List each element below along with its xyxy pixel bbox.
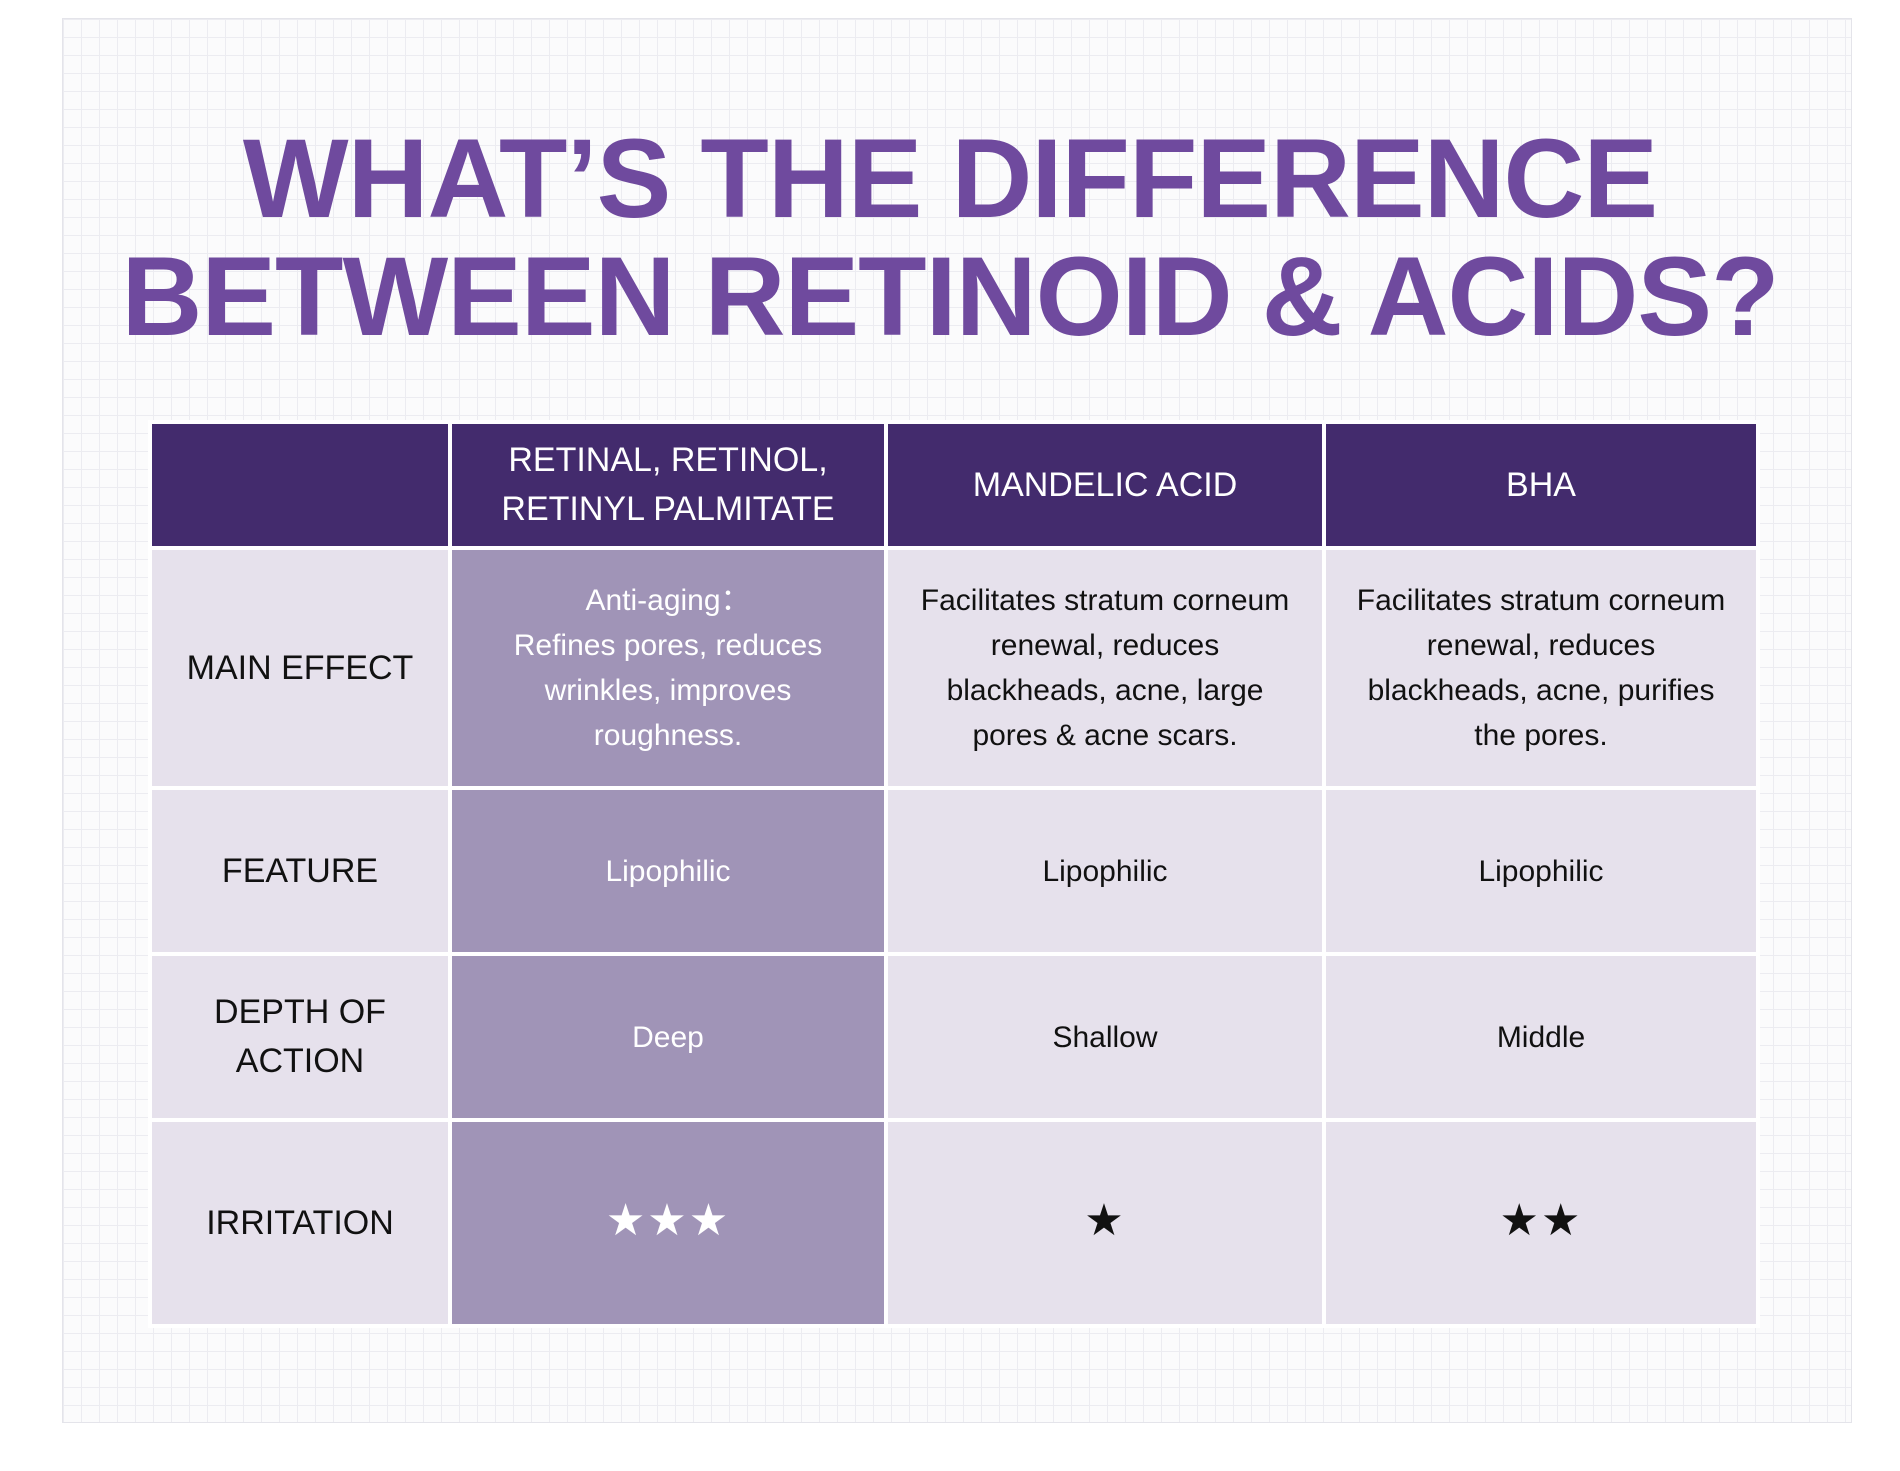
table-row-depth: DEPTH OF ACTION Deep Shallow Middle [148, 952, 1760, 1122]
row-label-depth-of-action: DEPTH OF ACTION [148, 952, 452, 1122]
cell-retinoid-depth: Deep [448, 952, 888, 1122]
header-mandelic-acid: MANDELIC ACID [884, 420, 1326, 550]
table-row-main-effect: MAIN EFFECT Anti-aging： Refines pores, r… [148, 546, 1760, 790]
cell-bha-main-effect: Facilitates stratum corneum renewal, red… [1322, 546, 1760, 790]
cell-bha-irritation: ★★ [1322, 1118, 1760, 1328]
title-line-2: BETWEEN RETINOID & ACIDS? [121, 234, 1779, 359]
cell-mandelic-feature: Lipophilic [884, 786, 1326, 956]
row-label-main-effect: MAIN EFFECT [148, 546, 452, 790]
star-rating-icon: ★ [1084, 1196, 1126, 1245]
cell-bha-feature: Lipophilic [1322, 786, 1760, 956]
cell-retinoid-feature: Lipophilic [448, 786, 888, 956]
title-line-1: WHAT’S THE DIFFERENCE [242, 116, 1658, 241]
table-header-row: RETINAL, RETINOL, RETINYL PALMITATE MAND… [148, 420, 1760, 550]
cell-bha-depth: Middle [1322, 952, 1760, 1122]
header-bha: BHA [1322, 420, 1760, 550]
cell-mandelic-depth: Shallow [884, 952, 1326, 1122]
star-rating-icon: ★★ [1499, 1196, 1583, 1245]
row-label-irritation: IRRITATION [148, 1118, 452, 1328]
row-label-feature: FEATURE [148, 786, 452, 956]
page-title: WHAT’S THE DIFFERENCE BETWEEN RETINOID &… [0, 120, 1900, 356]
header-retinoid: RETINAL, RETINOL, RETINYL PALMITATE [448, 420, 888, 550]
table-row-feature: FEATURE Lipophilic Lipophilic Lipophilic [148, 786, 1760, 956]
star-rating-icon: ★★★ [605, 1196, 731, 1245]
cell-mandelic-irritation: ★ [884, 1118, 1326, 1328]
cell-mandelic-main-effect: Facilitates stratum corneum renewal, red… [884, 546, 1326, 790]
comparison-table: RETINAL, RETINOL, RETINYL PALMITATE MAND… [148, 420, 1760, 1328]
header-corner-cell [148, 420, 452, 550]
cell-retinoid-main-effect: Anti-aging： Refines pores, reduces wrink… [448, 546, 888, 790]
table-row-irritation: IRRITATION ★★★ ★ ★★ [148, 1118, 1760, 1328]
cell-retinoid-irritation: ★★★ [448, 1118, 888, 1328]
